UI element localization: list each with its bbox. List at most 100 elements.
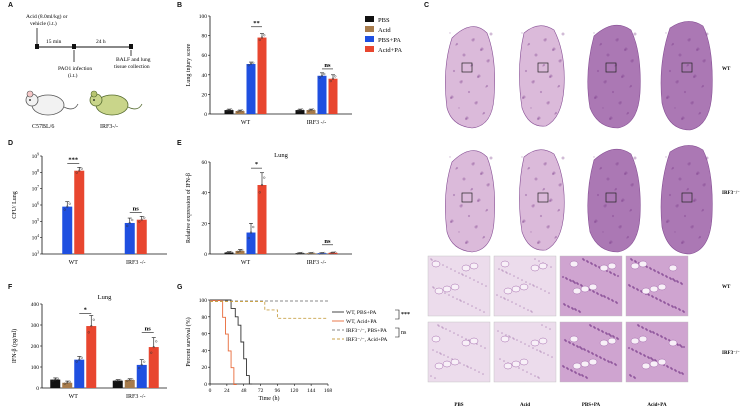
- cell-nucleus: [461, 273, 463, 275]
- tissue-texture: [452, 69, 456, 73]
- cell-nucleus: [473, 279, 475, 281]
- x-category-label: WT: [241, 120, 251, 126]
- cell-nucleus: [673, 279, 677, 283]
- magnified-wt-0: [427, 255, 491, 317]
- alveolus: [572, 362, 582, 370]
- bar: [257, 185, 267, 254]
- cell-nucleus: [528, 345, 530, 347]
- y-tick-label: 109: [32, 153, 40, 161]
- tissue-texture: [596, 193, 600, 197]
- data-point: [309, 108, 313, 112]
- data-point: [126, 224, 129, 228]
- alveolus: [461, 339, 471, 347]
- data-point: [152, 345, 155, 349]
- tissue-texture: [678, 177, 682, 181]
- panel-label-b: B: [177, 2, 183, 9]
- magnified-irf3-2: [559, 321, 623, 383]
- bar: [136, 219, 147, 254]
- data-point: [320, 74, 324, 77]
- alveolus: [519, 283, 529, 291]
- cell-nucleus: [614, 363, 618, 367]
- cell-nucleus: [652, 331, 656, 335]
- tissue-texture: [698, 237, 700, 239]
- data-point: [90, 324, 93, 328]
- data-point: [331, 251, 335, 254]
- alveolus: [461, 264, 471, 272]
- lung-section-wt-2: [587, 24, 641, 129]
- tissue-texture: [488, 183, 490, 185]
- tissue-texture: [545, 162, 547, 164]
- cell-nucleus: [615, 301, 619, 305]
- data-point: [143, 360, 146, 363]
- tissue-texture: [695, 48, 699, 52]
- tissue-texture: [531, 204, 535, 208]
- tissue-texture: [561, 32, 565, 36]
- cell-nucleus: [566, 367, 570, 371]
- tissue-texture: [461, 80, 463, 82]
- cell-nucleus: [581, 374, 585, 378]
- tissue-texture: [486, 183, 490, 187]
- tissue-texture: [665, 96, 669, 100]
- bar: [224, 110, 234, 114]
- cell-nucleus: [651, 358, 655, 362]
- cell-nucleus: [616, 337, 620, 341]
- tissue-texture: [692, 101, 694, 103]
- tissue-texture: [548, 225, 550, 227]
- cell-nucleus: [467, 303, 469, 305]
- cell-nucleus: [445, 328, 447, 330]
- time-label-15min: 15 min: [46, 39, 62, 45]
- cell-nucleus: [477, 281, 479, 283]
- alveolus: [668, 264, 678, 272]
- cell-nucleus: [540, 288, 542, 290]
- tissue-texture: [482, 237, 484, 239]
- cell-nucleus: [463, 301, 465, 303]
- infection-line1: PAO1 infection: [58, 65, 92, 72]
- data-point: [298, 108, 302, 112]
- cell-nucleus: [497, 330, 499, 332]
- tissue-texture: [686, 187, 690, 191]
- y-tick-label: 100: [199, 14, 208, 20]
- row-label: IRF3⁻/⁻: [722, 351, 740, 356]
- lung-section-wt-3: [660, 21, 713, 131]
- cell-nucleus: [593, 326, 597, 330]
- tissue-texture: [687, 38, 691, 42]
- tissue-texture: [450, 95, 454, 99]
- tissue-texture: [606, 177, 610, 181]
- bar: [295, 253, 305, 254]
- cell-nucleus: [607, 297, 611, 301]
- tissue-texture: [621, 74, 625, 78]
- tissue-texture: [599, 166, 603, 170]
- cell-nucleus: [483, 311, 485, 313]
- tissue-texture: [608, 241, 612, 245]
- tissue-texture: [551, 48, 555, 52]
- bar: [257, 37, 267, 114]
- data-point: [301, 251, 304, 255]
- inset-box: [605, 62, 617, 73]
- tissue-texture: [543, 38, 547, 42]
- cell-nucleus: [551, 356, 553, 358]
- tissue-texture: [527, 44, 529, 46]
- cell-nucleus: [469, 277, 471, 279]
- data-point: [68, 202, 71, 205]
- cell-nucleus: [496, 294, 498, 296]
- cell-nucleus: [627, 346, 631, 350]
- cell-nucleus: [561, 275, 565, 279]
- tissue-texture: [618, 101, 622, 105]
- tissue-texture: [686, 63, 690, 67]
- cell-nucleus: [537, 376, 539, 378]
- data-point: [92, 318, 95, 321]
- tissue-texture: [486, 59, 490, 63]
- bar: [148, 347, 159, 388]
- chart-ifnb-pgml: 0 100 200 300 400 IFN-β (pg/ml) Lung WT * IRF3 -/…: [11, 294, 167, 400]
- mouse-irf3-icon: [89, 90, 143, 116]
- cell-nucleus: [578, 310, 582, 314]
- bar: [74, 170, 85, 254]
- survival-curve: [210, 300, 237, 385]
- timeline-mid-marker: [72, 44, 76, 49]
- cell-nucleus: [446, 266, 448, 268]
- alveolus: [442, 285, 452, 293]
- cell-nucleus: [647, 356, 651, 360]
- y-tick-label: 0: [36, 386, 39, 392]
- data-point: [80, 167, 83, 170]
- histology-image: [427, 321, 491, 383]
